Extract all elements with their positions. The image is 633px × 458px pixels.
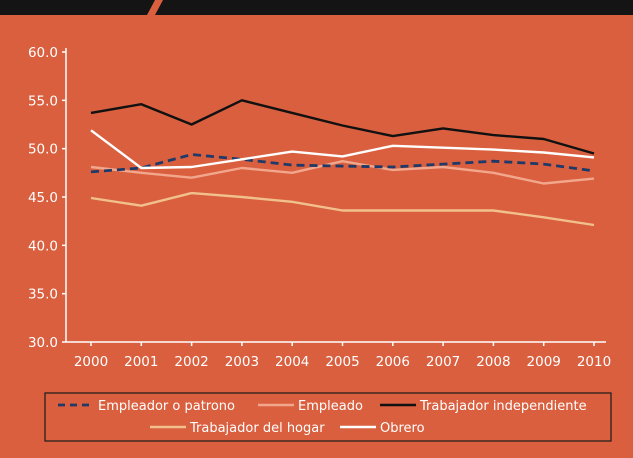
series-layer xyxy=(90,99,595,227)
legend-items: Empleador o patrono Empleado Trabajador in… xyxy=(58,399,587,436)
header-bar-right xyxy=(155,0,633,15)
x-axis-ticks: 2000 2001 2002 2003 2004 2005 2006 2007 2008 2009… xyxy=(74,342,611,370)
series-line-trabajador-independiente xyxy=(90,99,595,155)
series-line-empleador-o-patrono xyxy=(90,153,595,174)
x-tick-label: 2010 xyxy=(577,354,611,370)
x-tick-label: 2008 xyxy=(476,354,510,370)
legend-label: Empleador o patrono xyxy=(98,399,235,414)
x-tick-label: 2004 xyxy=(275,354,309,370)
header-bar xyxy=(0,0,155,15)
y-tick-label: 55.0 xyxy=(28,93,58,109)
y-axis-ticks: 60.0 55.0 50.0 45.0 40.0 35.0 30.0 xyxy=(28,45,66,351)
y-tick-label: 30.0 xyxy=(28,335,58,351)
legend-label: Trabajador del hogar xyxy=(189,421,325,436)
y-tick-label: 50.0 xyxy=(28,142,58,158)
x-tick-label: 2001 xyxy=(124,354,158,370)
x-tick-label: 2006 xyxy=(376,354,410,370)
series-line-empleado xyxy=(90,159,595,185)
x-tick-label: 2000 xyxy=(74,354,108,370)
series-line-obrero xyxy=(90,129,595,170)
x-tick-label: 2007 xyxy=(426,354,460,370)
chart-legend: Empleador o patrono Empleado Trabajador in… xyxy=(44,392,612,442)
x-tick-label: 2005 xyxy=(325,354,359,370)
legend-label: Trabajador independiente xyxy=(419,399,587,414)
x-tick-label: 2002 xyxy=(174,354,208,370)
x-tick-label: 2003 xyxy=(225,354,259,370)
legend-label: Obrero xyxy=(380,421,425,436)
y-tick-label: 45.0 xyxy=(28,190,58,206)
legend-box xyxy=(44,392,612,442)
y-tick-label: 40.0 xyxy=(28,238,58,254)
series-line-trabajador-del-hogar xyxy=(90,191,595,227)
x-tick-label: 2009 xyxy=(527,354,561,370)
y-tick-label: 35.0 xyxy=(28,287,58,303)
legend-label: Empleado xyxy=(298,399,363,414)
y-tick-label: 60.0 xyxy=(28,45,58,61)
